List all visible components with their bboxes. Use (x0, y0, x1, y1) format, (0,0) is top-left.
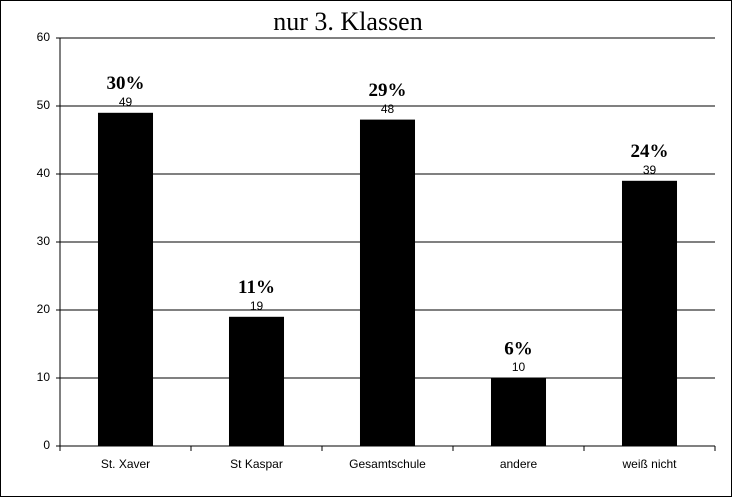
x-tick-label: weiß nicht (621, 457, 677, 471)
chart-title: nur 3. Klassen (273, 7, 422, 36)
y-tick-label: 40 (37, 166, 51, 180)
value-label: 48 (381, 102, 395, 116)
y-tick-label: 10 (37, 370, 51, 384)
bar (359, 119, 416, 446)
y-tick-label: 20 (37, 302, 51, 316)
value-label: 49 (119, 95, 133, 109)
bar (228, 316, 285, 446)
percent-label: 24% (631, 141, 669, 162)
bar (490, 378, 547, 446)
value-label: 19 (250, 299, 264, 313)
x-tick-label: St. Xaver (101, 457, 150, 471)
value-label: 39 (643, 163, 657, 177)
bar (621, 180, 678, 447)
y-tick-label: 0 (43, 438, 50, 452)
value-label: 10 (512, 360, 526, 374)
x-tick-label: St Kaspar (230, 457, 283, 471)
percent-label: 30% (107, 73, 145, 94)
y-tick-label: 50 (37, 98, 51, 112)
percent-label: 11% (238, 277, 275, 298)
percent-label: 6% (504, 338, 533, 359)
bar (97, 112, 154, 447)
x-tick-label: Gesamtschule (349, 457, 426, 471)
x-tick-label: andere (500, 457, 538, 471)
y-tick-label: 30 (37, 234, 51, 248)
y-tick-label: 60 (37, 30, 51, 44)
percent-label: 29% (369, 80, 407, 101)
